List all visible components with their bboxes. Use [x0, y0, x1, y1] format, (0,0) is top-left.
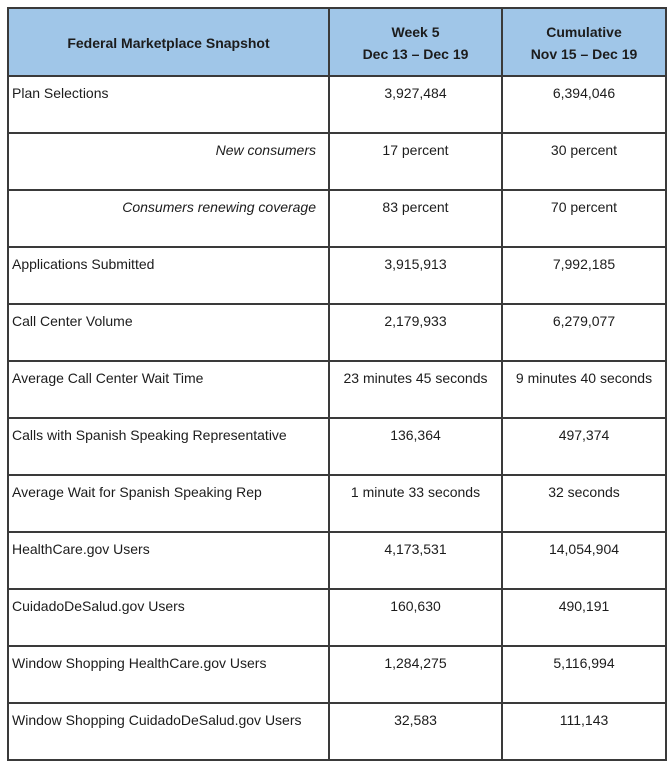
row-label: Plan Selections [7, 75, 330, 134]
header-title-cell: Federal Marketplace Snapshot [7, 7, 330, 77]
cumulative-value: 30 percent [501, 132, 667, 191]
row-label: Consumers renewing coverage [7, 189, 330, 248]
cumulative-value: 111,143 [501, 702, 667, 761]
table-row: Window Shopping CuidadoDeSalud.gov Users… [7, 702, 667, 761]
week-column-label: Week 5 [391, 24, 440, 40]
cumulative-value: 490,191 [501, 588, 667, 647]
cumulative-value: 70 percent [501, 189, 667, 248]
table-title: Federal Marketplace Snapshot [67, 35, 270, 51]
cumulative-value: 5,116,994 [501, 645, 667, 704]
table-row: Call Center Volume 2,179,933 6,279,077 [7, 303, 667, 362]
week-value: 160,630 [328, 588, 503, 647]
week-value: 3,915,913 [328, 246, 503, 305]
row-label: Average Call Center Wait Time [7, 360, 330, 419]
week-value: 83 percent [328, 189, 503, 248]
header-cumulative-cell: Cumulative Nov 15 – Dec 19 [501, 7, 667, 77]
table-row: Window Shopping HealthCare.gov Users 1,2… [7, 645, 667, 704]
row-label: Calls with Spanish Speaking Representati… [7, 417, 330, 476]
week-value: 17 percent [328, 132, 503, 191]
table-row: Average Wait for Spanish Speaking Rep 1 … [7, 474, 667, 533]
week-value: 136,364 [328, 417, 503, 476]
week-column-dates: Dec 13 – Dec 19 [362, 46, 469, 62]
table-header-row: Federal Marketplace Snapshot Week 5 Dec … [7, 7, 667, 77]
table-row: HealthCare.gov Users 4,173,531 14,054,90… [7, 531, 667, 590]
cumulative-column-label: Cumulative [546, 24, 622, 40]
row-label: New consumers [7, 132, 330, 191]
cumulative-column-dates: Nov 15 – Dec 19 [530, 46, 638, 62]
header-week-cell: Week 5 Dec 13 – Dec 19 [328, 7, 503, 77]
week-value: 3,927,484 [328, 75, 503, 134]
row-label: HealthCare.gov Users [7, 531, 330, 590]
federal-marketplace-snapshot-table: Federal Marketplace Snapshot Week 5 Dec … [7, 7, 667, 761]
cumulative-value: 6,394,046 [501, 75, 667, 134]
row-label: Window Shopping HealthCare.gov Users [7, 645, 330, 704]
week-value: 23 minutes 45 seconds [328, 360, 503, 419]
table-row: Calls with Spanish Speaking Representati… [7, 417, 667, 476]
table-row: Applications Submitted 3,915,913 7,992,1… [7, 246, 667, 305]
row-label: CuidadoDeSalud.gov Users [7, 588, 330, 647]
week-value: 4,173,531 [328, 531, 503, 590]
table-row: Average Call Center Wait Time 23 minutes… [7, 360, 667, 419]
week-value: 2,179,933 [328, 303, 503, 362]
row-label: Applications Submitted [7, 246, 330, 305]
cumulative-value: 497,374 [501, 417, 667, 476]
table-row: CuidadoDeSalud.gov Users 160,630 490,191 [7, 588, 667, 647]
cumulative-value: 7,992,185 [501, 246, 667, 305]
week-value: 32,583 [328, 702, 503, 761]
row-label: Call Center Volume [7, 303, 330, 362]
cumulative-value: 9 minutes 40 seconds [501, 360, 667, 419]
cumulative-value: 14,054,904 [501, 531, 667, 590]
week-value: 1 minute 33 seconds [328, 474, 503, 533]
table-row: New consumers 17 percent 30 percent [7, 132, 667, 191]
cumulative-value: 32 seconds [501, 474, 667, 533]
week-value: 1,284,275 [328, 645, 503, 704]
row-label: Average Wait for Spanish Speaking Rep [7, 474, 330, 533]
page: Federal Marketplace Snapshot Week 5 Dec … [7, 7, 667, 761]
table-row: Consumers renewing coverage 83 percent 7… [7, 189, 667, 248]
row-label: Window Shopping CuidadoDeSalud.gov Users [7, 702, 330, 761]
table-row: Plan Selections 3,927,484 6,394,046 [7, 75, 667, 134]
cumulative-value: 6,279,077 [501, 303, 667, 362]
